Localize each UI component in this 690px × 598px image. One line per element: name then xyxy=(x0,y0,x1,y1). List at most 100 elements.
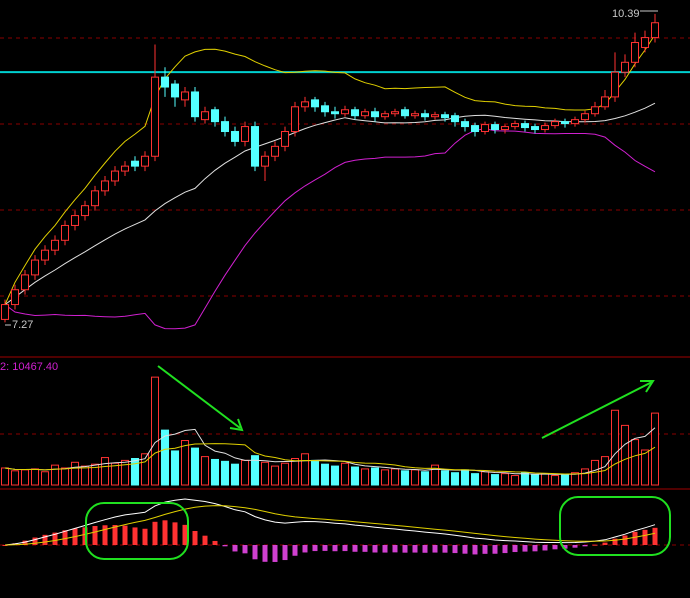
macd-bar xyxy=(382,545,388,553)
macd-bar xyxy=(192,530,198,545)
candle-body xyxy=(641,37,649,48)
volume-bar xyxy=(541,473,549,486)
candle-body xyxy=(201,111,209,121)
highlight-box xyxy=(85,502,189,560)
candle-body xyxy=(221,121,229,133)
candle-body xyxy=(381,113,389,118)
macd-bar xyxy=(312,545,318,552)
volume-bar xyxy=(251,455,259,486)
macd-bar xyxy=(582,545,588,547)
macd-bar xyxy=(322,545,328,551)
candle-body xyxy=(61,224,69,241)
volume-bar xyxy=(191,447,199,486)
candle-body xyxy=(191,91,199,118)
volume-bar xyxy=(201,456,209,486)
macd-bar xyxy=(272,545,278,562)
candle-body xyxy=(561,121,569,125)
macd-bar xyxy=(522,545,528,552)
arrow xyxy=(541,381,653,439)
candle-body xyxy=(181,91,189,101)
volume-bar xyxy=(261,461,269,486)
volume-bar xyxy=(71,461,79,486)
arrow-head xyxy=(229,418,244,432)
macd-bar xyxy=(602,542,608,545)
volume-ma xyxy=(4,443,656,475)
volume-bar xyxy=(271,465,279,486)
volume-bar xyxy=(511,475,519,486)
highlight-box xyxy=(559,496,671,556)
candle-body xyxy=(91,190,99,207)
volume-bar xyxy=(531,474,539,486)
candle-body xyxy=(321,105,329,113)
candle-body xyxy=(311,99,319,108)
candle-body xyxy=(251,126,259,167)
macd-bar xyxy=(392,545,398,553)
macd-bar xyxy=(102,525,108,545)
volume-bar xyxy=(51,464,59,486)
candle-body xyxy=(581,113,589,121)
candle-body xyxy=(261,155,269,167)
macd-bar xyxy=(332,545,338,552)
candle-body xyxy=(301,101,309,108)
candle-body xyxy=(421,113,429,118)
volume-bar xyxy=(491,474,499,486)
boll-upper xyxy=(4,34,656,305)
macd-bar xyxy=(532,545,538,552)
candle-body xyxy=(131,160,139,167)
macd-bar xyxy=(2,545,8,546)
arrow-head xyxy=(640,380,655,393)
annotations xyxy=(85,365,671,560)
candle-body xyxy=(431,114,439,118)
volume-bar xyxy=(351,466,359,486)
volume-bar xyxy=(1,467,9,486)
volume-bar xyxy=(101,457,109,486)
volume-bar xyxy=(211,458,219,486)
macd-bar xyxy=(162,520,168,545)
candle-body xyxy=(71,215,79,226)
candle-body xyxy=(651,22,659,39)
volume-bar xyxy=(91,463,99,486)
volume-bar xyxy=(291,458,299,486)
candle-body xyxy=(231,131,239,142)
macd-bar xyxy=(42,534,48,545)
volume-bar xyxy=(31,468,39,486)
candle-body xyxy=(541,125,549,131)
macd-bar xyxy=(142,528,148,545)
volume-bar xyxy=(131,458,139,486)
volume-bar xyxy=(471,473,479,486)
macd-bar xyxy=(372,545,378,553)
macd-bar xyxy=(262,545,268,562)
macd-bar xyxy=(362,545,368,552)
volume-bar xyxy=(581,468,589,486)
macd-bar xyxy=(412,545,418,553)
candle-body xyxy=(211,109,219,123)
volume-bar xyxy=(231,463,239,486)
candle-body xyxy=(331,111,339,115)
candle-body xyxy=(621,61,629,73)
plot xyxy=(0,13,690,562)
volume-bar xyxy=(561,474,569,486)
candle-body xyxy=(391,111,399,115)
macd-bar xyxy=(152,521,158,545)
macd-bar xyxy=(472,545,478,555)
volume-bar xyxy=(401,470,409,486)
volume-bar xyxy=(311,459,319,486)
volume-bar xyxy=(61,467,69,486)
macd-bar xyxy=(492,545,498,554)
candle-body xyxy=(21,274,29,291)
volume-bar xyxy=(641,449,649,486)
macd-bar xyxy=(352,545,358,552)
macd-bar xyxy=(432,545,438,553)
volume-bar xyxy=(431,464,439,486)
candle-body xyxy=(11,289,19,306)
candle-body xyxy=(51,239,59,251)
volume-bar xyxy=(521,472,529,486)
macd-bar xyxy=(32,537,38,545)
macd-bar xyxy=(282,545,288,561)
boll-lower xyxy=(4,128,656,330)
macd-bar xyxy=(112,525,118,545)
volume-bar xyxy=(161,429,169,486)
boll-mid xyxy=(4,102,656,306)
macd-bar xyxy=(52,532,58,545)
